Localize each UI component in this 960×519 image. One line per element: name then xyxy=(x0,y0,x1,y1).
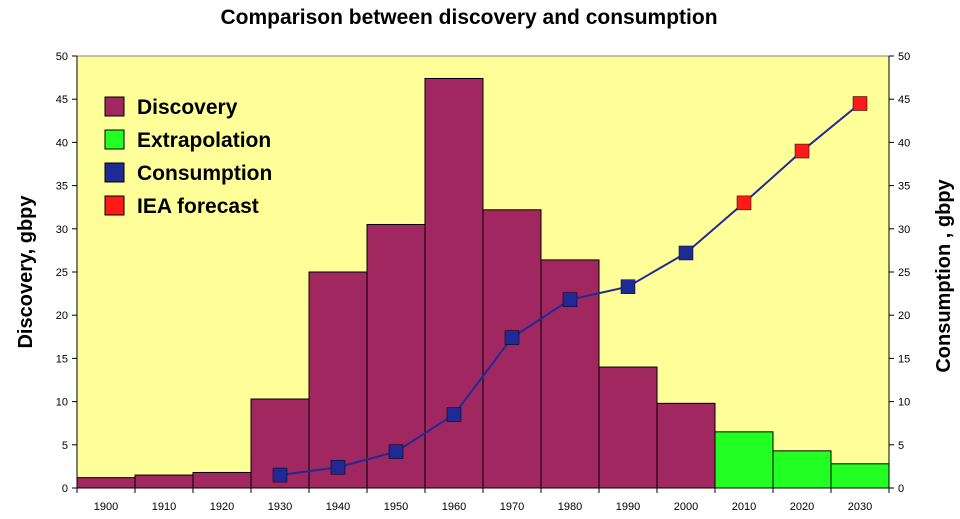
y-tick-label-left-45: 45 xyxy=(56,94,68,106)
y-tick-label-left-10: 10 xyxy=(56,397,68,409)
extrapolation-bar-2020 xyxy=(772,450,832,489)
x-tick-label-2020: 2020 xyxy=(790,501,814,513)
legend-label-discovery: Discovery xyxy=(137,96,238,119)
extrapolation-bar-2010 xyxy=(714,431,774,489)
legend-label-iea-forecast: IEA forecast xyxy=(137,195,259,218)
discovery-bar-1990 xyxy=(598,366,658,489)
legend-swatch-consumption xyxy=(104,162,125,183)
legend-swatch-iea-forecast xyxy=(104,195,125,216)
y-tick-label-right-20: 20 xyxy=(898,310,910,322)
y-tick-label-right-40: 40 xyxy=(898,137,910,149)
discovery-bar-1970 xyxy=(482,209,542,489)
y-tick-label-left-25: 25 xyxy=(56,267,68,279)
x-tick-label-1900: 1900 xyxy=(94,501,118,513)
consumption-marker-1930 xyxy=(272,467,288,483)
discovery-bar-1910 xyxy=(134,474,194,489)
y-tick-label-right-45: 45 xyxy=(898,94,910,106)
legend: Discovery Extrapolation Consumption IEA for… xyxy=(104,96,272,218)
y-tick-label-left-20: 20 xyxy=(56,310,68,322)
x-tick-label-1990: 1990 xyxy=(616,501,640,513)
y-axis-label-left: Discovery, gbpy xyxy=(15,195,37,349)
discovery-bar-1900 xyxy=(76,477,136,489)
y-tick-label-left-15: 15 xyxy=(56,353,68,365)
discovery-bar-2000 xyxy=(656,402,716,489)
extrapolation-bar-2030 xyxy=(830,463,890,489)
consumption-marker-1940 xyxy=(330,460,346,475)
y-tick-label-right-5: 5 xyxy=(898,440,904,452)
consumption-marker-1960 xyxy=(446,407,462,422)
y-tick-label-right-10: 10 xyxy=(898,397,910,409)
x-tick-label-1970: 1970 xyxy=(500,501,524,513)
consumption-marker-2000 xyxy=(678,245,694,261)
x-tick-label-1920: 1920 xyxy=(210,501,234,513)
y-tick-label-right-0: 0 xyxy=(898,483,904,495)
consumption-marker-1970 xyxy=(504,330,520,345)
y-tick-label-left-35: 35 xyxy=(56,181,68,193)
y-tick-label-left-0: 0 xyxy=(62,483,68,495)
y-tick-label-left-50: 50 xyxy=(56,51,68,63)
iea-forecast-marker-2020 xyxy=(794,143,810,159)
iea-forecast-marker-2030 xyxy=(852,96,868,111)
x-tick-label-1960: 1960 xyxy=(442,501,466,513)
y-tick-label-right-25: 25 xyxy=(898,267,910,279)
y-tick-label-left-30: 30 xyxy=(56,224,68,236)
discovery-bar-1940 xyxy=(308,271,368,489)
x-tick-label-2000: 2000 xyxy=(674,501,698,513)
y-axis-label-right: Consumption , gbpy xyxy=(933,178,955,372)
legend-swatch-extrapolation xyxy=(104,129,125,150)
consumption-marker-1980 xyxy=(562,292,578,307)
x-tick-label-1950: 1950 xyxy=(384,501,408,513)
iea-forecast-marker-2010 xyxy=(736,195,752,211)
y-tick-label-left-40: 40 xyxy=(56,137,68,149)
legend-swatch-discovery xyxy=(104,96,125,117)
y-tick-label-right-50: 50 xyxy=(898,51,910,63)
consumption-marker-1990 xyxy=(620,279,636,294)
y-tick-label-right-35: 35 xyxy=(898,181,910,193)
consumption-marker-1950 xyxy=(388,444,404,459)
y-tick-label-right-30: 30 xyxy=(898,224,910,236)
y-tick-label-left-5: 5 xyxy=(62,440,68,452)
x-tick-label-1910: 1910 xyxy=(152,501,176,513)
discovery-bar-1950 xyxy=(366,223,426,489)
legend-label-extrapolation: Extrapolation xyxy=(137,129,271,152)
x-tick-label-1930: 1930 xyxy=(268,501,292,513)
chart-title: Comparison between discovery and consump… xyxy=(220,6,717,29)
x-tick-label-1980: 1980 xyxy=(558,501,582,513)
y-tick-label-right-15: 15 xyxy=(898,353,910,365)
x-tick-label-2010: 2010 xyxy=(732,501,756,513)
discovery-bar-1920 xyxy=(192,471,252,489)
x-tick-label-2030: 2030 xyxy=(848,501,872,513)
x-tick-label-1940: 1940 xyxy=(326,501,350,513)
legend-label-consumption: Consumption xyxy=(137,162,272,185)
